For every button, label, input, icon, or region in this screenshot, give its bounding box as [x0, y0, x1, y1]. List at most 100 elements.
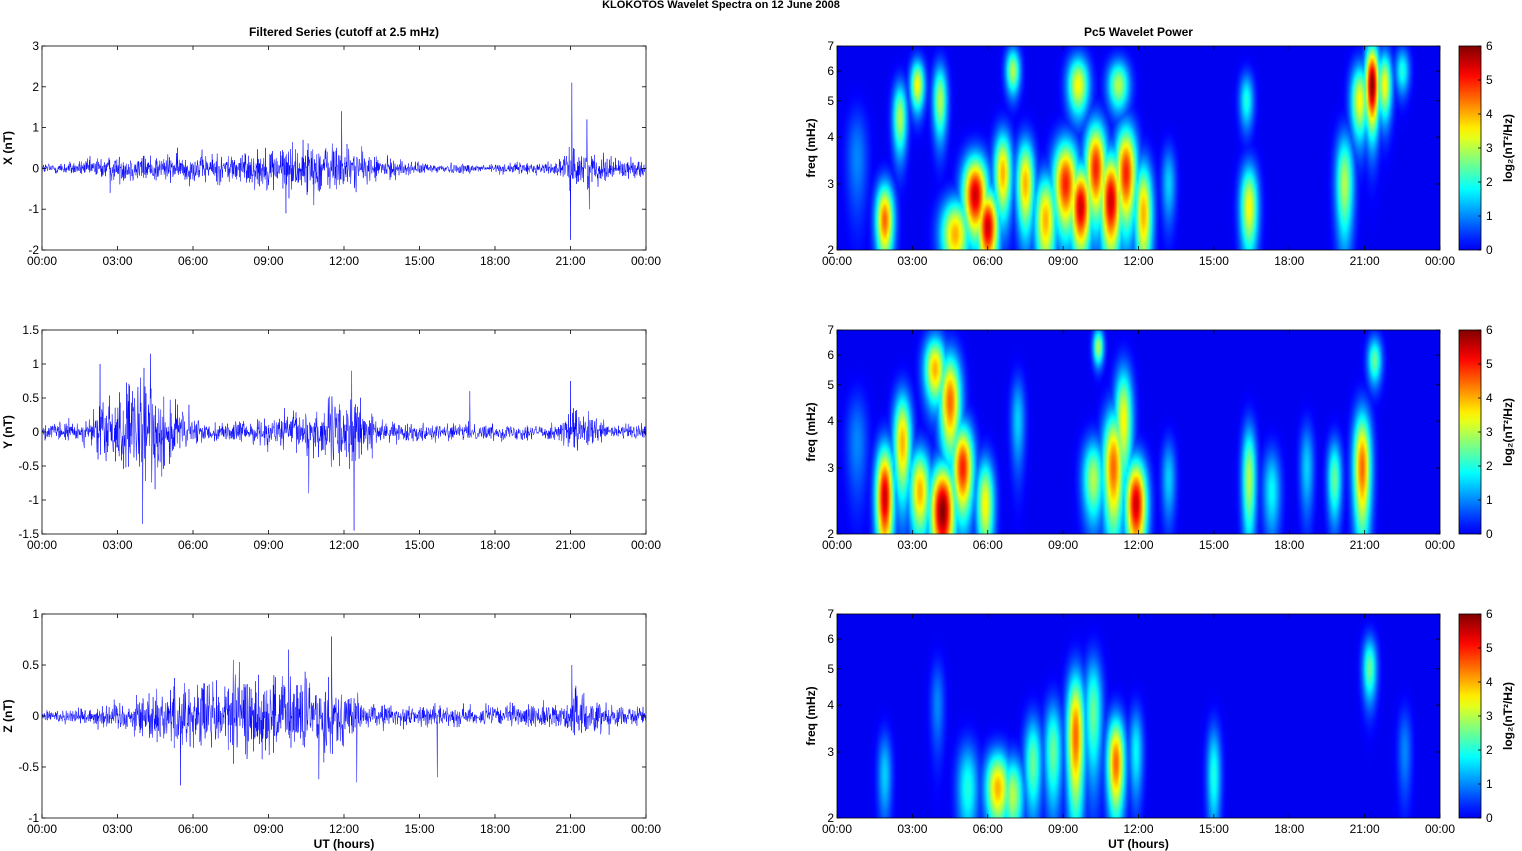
right-bottom-ytick-label: 3	[827, 745, 834, 759]
left-bottom-ytick-label: 1	[32, 607, 39, 621]
right-bottom-xtick-label: 03:00	[897, 822, 927, 836]
right-top-ytick-label: 7	[827, 39, 834, 53]
left-bottom-xlabel: UT (hours)	[314, 837, 375, 851]
left-top-xtick-label: 03:00	[102, 254, 132, 268]
panels: 00:00 03:00 06:00 09:00 12:00 15:00 18:00 21:00…	[1, 25, 1515, 851]
right-middle-xtick-label: 06:00	[973, 538, 1003, 552]
left-top-axes-box	[41, 45, 647, 251]
right-middle-xtick-label: 09:00	[1048, 538, 1078, 552]
left-bottom-series-line	[42, 636, 646, 786]
right-middle-ytick-label: 7	[827, 323, 834, 337]
left-top-ytick-label: 0	[32, 161, 39, 175]
left-middle-xtick-label: 18:00	[480, 538, 510, 552]
right-top-ytick-label: 2	[827, 243, 834, 257]
left-top-ytick-label: 3	[32, 39, 39, 53]
left-top-ylabel: X (nT)	[1, 131, 15, 165]
right-bottom-heatmap-image	[837, 614, 1440, 818]
left-top-title: Filtered Series (cutoff at 2.5 mHz)	[249, 25, 439, 39]
right-bottom-ytick-label: 6	[827, 632, 834, 646]
figure-title: KLOKOTOS Wavelet Spectra on 12 June 2008	[602, 0, 840, 11]
right-middle-ytick-label: 2	[827, 527, 834, 541]
right-top-xtick-label: 18:00	[1274, 254, 1304, 268]
left-middle-ytick-label: -1.5	[18, 527, 39, 541]
right-top-colorbar	[1458, 45, 1482, 251]
right-middle-ytick-label: 4	[827, 414, 834, 428]
left-top-ytick-label: 1	[32, 121, 39, 135]
left-middle-series-line	[42, 353, 646, 531]
left-middle-ytick-label: 0	[32, 425, 39, 439]
left-bottom-xtick-label: 15:00	[404, 822, 434, 836]
right-bottom-xtick-label: 15:00	[1199, 822, 1229, 836]
right-top-colorbar-label: log₂(nT²/Hz)	[1501, 114, 1515, 182]
left-bottom-xtick-label: 12:00	[329, 822, 359, 836]
right-bottom-xlabel: UT (hours)	[1108, 837, 1169, 851]
left-bottom-xtick-label: 21:00	[555, 822, 585, 836]
left-bottom-ytick-label: 0.5	[22, 658, 39, 672]
left-middle-ytick-label: 1	[32, 357, 39, 371]
right-top-xtick-label: 00:00	[822, 254, 852, 268]
right-top-ytick-label: 3	[827, 177, 834, 191]
left-middle-ytick-label: -1	[28, 493, 39, 507]
right-bottom-xtick-label: 18:00	[1274, 822, 1304, 836]
left-middle-xtick-label: 12:00	[329, 538, 359, 552]
right-bottom-xtick-label: 12:00	[1123, 822, 1153, 836]
right-bottom-ytick-label: 2	[827, 811, 834, 825]
right-top-xtick-label: 06:00	[973, 254, 1003, 268]
left-middle-xtick-label: 09:00	[253, 538, 283, 552]
left-middle-xtick-label: 06:00	[178, 538, 208, 552]
right-bottom-colorbar-tick-label: 0	[1486, 811, 1493, 825]
left-bottom-xtick-label: 18:00	[480, 822, 510, 836]
right-top-xtick-label: 21:00	[1350, 254, 1380, 268]
left-bottom-xtick-label: 00:00	[27, 822, 57, 836]
left-bottom-ytick-label: 0	[32, 709, 39, 723]
right-bottom-xtick-label: 06:00	[973, 822, 1003, 836]
right-top-xtick-label: 03:00	[897, 254, 927, 268]
right-bottom-colorbar-tick-label: 5	[1486, 641, 1493, 655]
right-top-title: Pc5 Wavelet Power	[1084, 25, 1193, 39]
right-bottom-colorbar-tick-label: 6	[1486, 607, 1493, 621]
right-middle-colorbar-tick-label: 4	[1486, 391, 1493, 405]
right-top-ytick-label: 4	[827, 130, 834, 144]
left-middle-panel: 00:00 03:00 06:00 09:00 12:00 15:00 18:00 21:00…	[1, 323, 661, 552]
right-middle-panel: 00:00 03:00 06:00 09:00 12:00 15:00 18:00 21:00…	[804, 323, 1515, 552]
left-bottom-xtick-label: 09:00	[253, 822, 283, 836]
left-middle-xtick-label: 15:00	[404, 538, 434, 552]
right-bottom-ytick-label: 5	[827, 662, 834, 676]
right-bottom-ytick-label: 7	[827, 607, 834, 621]
right-top-colorbar-tick-label: 0	[1486, 243, 1493, 257]
right-top-xtick-label: 00:00	[1425, 254, 1455, 268]
right-middle-ytick-label: 5	[827, 378, 834, 392]
left-middle-ytick-label: 0.5	[22, 391, 39, 405]
right-middle-ytick-label: 3	[827, 461, 834, 475]
right-middle-colorbar-tick-label: 1	[1486, 493, 1493, 507]
right-middle-colorbar-tick-label: 5	[1486, 357, 1493, 371]
right-top-colorbar-tick-label: 4	[1486, 107, 1493, 121]
left-top-xtick-label: 06:00	[178, 254, 208, 268]
left-bottom-xtick-label: 03:00	[102, 822, 132, 836]
right-top-xtick-label: 09:00	[1048, 254, 1078, 268]
right-bottom-xtick-label: 09:00	[1048, 822, 1078, 836]
left-top-xtick-label: 00:00	[631, 254, 661, 268]
right-top-heatmap-image	[837, 46, 1440, 250]
left-middle-ytick-label: -0.5	[18, 459, 39, 473]
right-bottom-colorbar-tick-label: 3	[1486, 709, 1493, 723]
right-bottom-colorbar-tick-label: 4	[1486, 675, 1493, 689]
right-top-ytick-label: 6	[827, 64, 834, 78]
left-top-xtick-label: 09:00	[253, 254, 283, 268]
left-bottom-ytick-label: -0.5	[18, 760, 39, 774]
right-top-ylabel: freq (mHz)	[804, 118, 818, 177]
right-bottom-xtick-label: 00:00	[822, 822, 852, 836]
left-top-ytick-label: 2	[32, 80, 39, 94]
right-middle-xtick-label: 15:00	[1199, 538, 1229, 552]
right-bottom-ytick-label: 4	[827, 698, 834, 712]
right-top-ytick-label: 5	[827, 94, 834, 108]
right-top-xtick-label: 15:00	[1199, 254, 1229, 268]
right-middle-colorbar-tick-label: 6	[1486, 323, 1493, 337]
left-top-xtick-label: 18:00	[480, 254, 510, 268]
right-middle-xtick-label: 18:00	[1274, 538, 1304, 552]
left-top-panel: 00:00 03:00 06:00 09:00 12:00 15:00 18:00 21:00…	[1, 25, 661, 268]
left-top-xtick-label: 12:00	[329, 254, 359, 268]
left-middle-ytick-label: 1.5	[22, 323, 39, 337]
left-top-ytick-label: -1	[28, 202, 39, 216]
right-middle-xtick-label: 12:00	[1123, 538, 1153, 552]
